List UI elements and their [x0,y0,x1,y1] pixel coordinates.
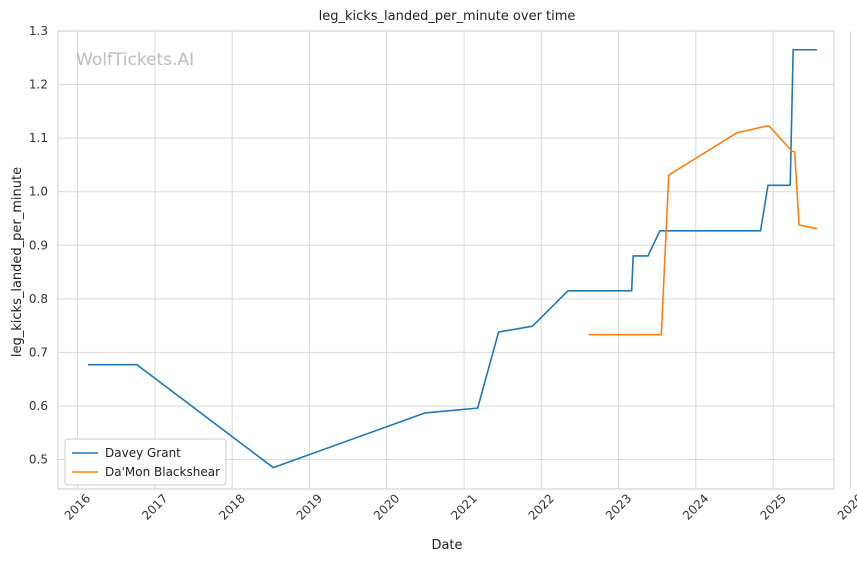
y-tick-label: 0.5 [29,453,48,467]
y-tick-label: 1.3 [29,24,48,38]
y-tick-label: 1.1 [29,131,48,145]
y-tick-label: 0.7 [29,345,48,359]
x-axis-label: Date [431,538,462,553]
legend: Davey Grant Da'Mon Blackshear [64,438,227,486]
y-tick-label: 1.0 [29,185,48,199]
y-tick-label: 0.6 [29,399,48,413]
series-line-davey-grant [88,48,817,469]
y-tick-label: 0.9 [29,238,48,252]
legend-box [64,438,227,486]
chart-title: leg_kicks_landed_per_minute over time [319,9,576,24]
series-lines [88,48,818,469]
series-line-da-mon-blackshear [588,125,818,336]
y-tick-label: 1.2 [29,78,48,92]
y-axis-label: leg_kicks_landed_per_minute [10,167,25,357]
y-tick-label: 0.8 [29,292,48,306]
watermark: WolfTickets.AI [76,50,194,70]
plot-frame [57,30,835,490]
legend-label-davey-grant: Davey Grant [105,446,181,460]
y-tick-labels: 0.5 0.6 0.7 0.8 0.9 1.0 1.1 1.2 1.3 [29,24,48,467]
legend-label-damon-blackshear: Da'Mon Blackshear [105,465,220,479]
